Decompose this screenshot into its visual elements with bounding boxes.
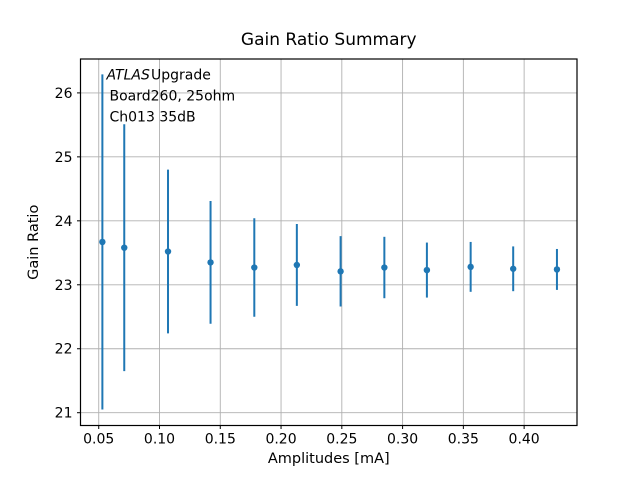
tick-marks <box>77 92 525 429</box>
y-tick-label: 24 <box>55 214 73 230</box>
y-tick-label: 25 <box>55 150 73 166</box>
annotation-line-1: ATLASUpgrade <box>106 68 211 84</box>
annotation-line-3: Ch013 35dB <box>110 110 196 126</box>
data-point <box>467 263 474 271</box>
x-tick-label: 0.20 <box>265 432 296 448</box>
annotation-atlas: ATLAS <box>106 68 150 84</box>
annotation: ATLASUpgrade Board260, 25ohm Ch013 35dB <box>106 68 236 126</box>
x-tick-label: 0.10 <box>144 432 175 448</box>
data-point <box>164 248 172 255</box>
tick-labels: 0.05 0.10 0.15 0.20 0.25 0.30 0.35 0.40 21 22 23 24… <box>55 86 540 448</box>
x-tick-label: 0.30 <box>387 432 418 448</box>
y-tick-label: 22 <box>55 342 73 358</box>
annotation-upgrade: Upgrade <box>151 68 211 84</box>
y-axis-label: Gain Ratio <box>26 205 42 280</box>
data-point <box>337 268 344 275</box>
data-point <box>553 266 561 273</box>
y-tick-label: 23 <box>55 278 73 294</box>
data-point <box>423 266 431 274</box>
data-point <box>121 244 128 251</box>
chart-title: Gain Ratio Summary <box>241 30 417 50</box>
x-tick-label: 0.05 <box>83 432 114 448</box>
x-tick-label: 0.15 <box>205 432 236 448</box>
data-point <box>381 264 388 271</box>
annotation-line-2: Board260, 25ohm <box>110 89 236 105</box>
data-point <box>509 265 517 272</box>
gridlines <box>80 59 577 426</box>
y-tick-label: 21 <box>55 406 73 422</box>
x-tick-label: 0.35 <box>448 432 479 448</box>
x-tick-label: 0.25 <box>326 432 357 448</box>
data-point <box>251 264 258 271</box>
data-point <box>99 238 106 246</box>
axes-spines <box>79 58 578 427</box>
data-markers <box>99 238 561 275</box>
x-axis-label: Amplitudes [mA] <box>268 451 390 467</box>
x-tick-label: 0.40 <box>509 432 540 448</box>
data-point <box>207 259 214 266</box>
y-tick-label: 26 <box>55 86 73 102</box>
data-point <box>293 261 301 269</box>
